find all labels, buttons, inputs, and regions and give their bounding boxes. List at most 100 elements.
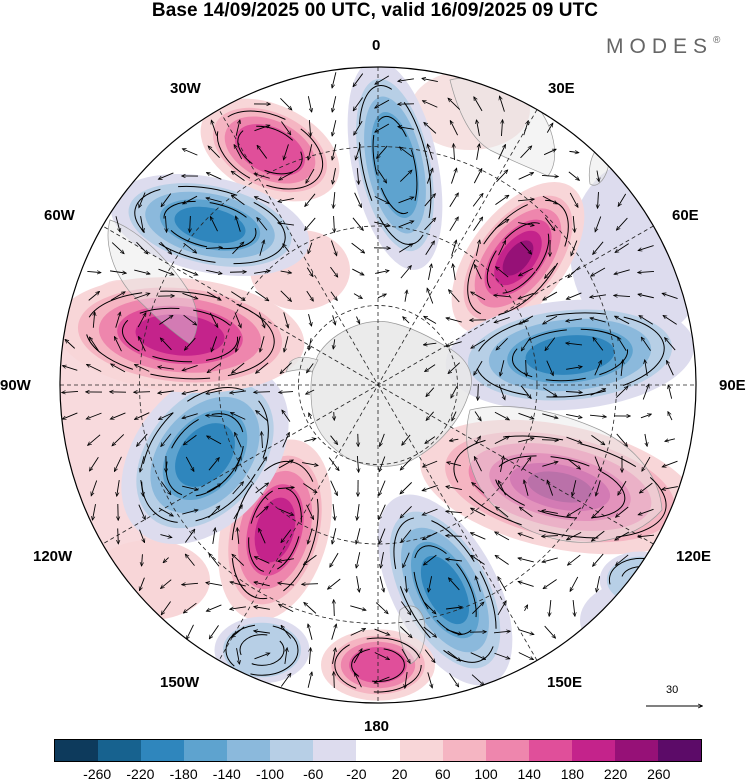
wind-vector (589, 415, 606, 417)
wind-vector (328, 578, 341, 589)
wind-vector (183, 149, 198, 156)
wind-vector (379, 528, 386, 544)
map-boundary (59, 66, 697, 704)
wind-vector (302, 462, 318, 466)
wind-vector (309, 648, 310, 665)
wind-vector (255, 291, 268, 300)
colorbar-swatch (356, 740, 400, 761)
wind-vector (425, 241, 435, 255)
wind-vector (476, 144, 480, 160)
wind-vector (308, 144, 313, 160)
streamline (231, 460, 319, 600)
wind-vector (452, 411, 457, 421)
wind-vector (159, 412, 174, 420)
wind-vector (307, 96, 311, 112)
wind-vector (473, 217, 483, 231)
wind-vector (137, 433, 148, 446)
wind-vector (356, 552, 361, 568)
wind-vector (207, 363, 221, 372)
antarctica (310, 321, 472, 467)
wind-vector (255, 507, 268, 518)
wind-vector (352, 268, 363, 275)
wind-vector (597, 170, 599, 182)
wind-vector (544, 625, 556, 638)
wind-vector (304, 603, 317, 614)
wind-vector (142, 554, 143, 566)
wind-vector (206, 389, 222, 393)
wind-vector (615, 386, 628, 398)
wind-vector (377, 294, 386, 299)
streamline (85, 290, 275, 380)
wind-vector (498, 577, 507, 592)
wind-vector (118, 528, 119, 543)
colorbar-tick-label: -100 (255, 766, 285, 782)
wind-vector (525, 605, 528, 612)
wind-vector (281, 529, 292, 543)
wind-vector (662, 293, 678, 299)
wind-vector (451, 240, 457, 256)
wind-vector (446, 318, 462, 323)
wind-vector (374, 221, 390, 226)
wind-vector (257, 146, 268, 159)
wind-vector (598, 191, 599, 208)
wind-vector (401, 529, 412, 543)
wind-vector (184, 602, 197, 613)
wind-vector (303, 483, 316, 493)
wind-vector (591, 267, 606, 276)
wind-vector (399, 626, 412, 637)
wind-vector (279, 604, 294, 613)
wind-vector (518, 292, 534, 298)
wind-vector (330, 240, 336, 256)
wind-vector (402, 434, 411, 445)
wind-vector (357, 167, 358, 184)
wind-vector (568, 171, 579, 180)
wind-vector (471, 339, 486, 348)
wind-vector (399, 170, 411, 182)
wind-vector (115, 337, 122, 352)
wind-vector (281, 121, 290, 134)
wind-vector (471, 533, 486, 540)
wind-vector (90, 457, 99, 470)
wind-vector (545, 265, 556, 278)
wind-vector (495, 532, 510, 541)
wind-vector (663, 460, 678, 467)
wind-vector (424, 218, 436, 231)
wind-vector (374, 196, 389, 203)
wind-vector (474, 457, 482, 472)
wind-vector (446, 486, 462, 490)
anomaly-contour (175, 423, 235, 487)
wind-vector (542, 413, 557, 418)
wind-vector (205, 247, 222, 248)
wind-vector (111, 242, 124, 254)
wind-vector (280, 362, 292, 374)
colorbar-tick-label: 180 (560, 766, 585, 782)
wind-vector (379, 504, 386, 520)
wind-vector (423, 626, 436, 637)
wind-vector (309, 119, 310, 136)
wind-vector (207, 436, 222, 445)
wind-vector (161, 579, 172, 589)
wind-vector (571, 240, 578, 256)
wind-vector (254, 174, 270, 179)
streamline (248, 487, 302, 573)
lon-label-120e: 120E (676, 548, 712, 565)
wind-vector (541, 440, 558, 441)
wind-vector (400, 601, 410, 614)
wind-vector (375, 602, 388, 614)
wind-vector (424, 554, 437, 565)
streamline (393, 517, 497, 663)
wind-vectors (62, 72, 678, 688)
colorbar-swatch (184, 740, 228, 761)
wind-vector (254, 582, 270, 587)
wind-vector (495, 195, 508, 205)
wind-vector (256, 362, 269, 373)
wind-vector (254, 271, 270, 274)
wind-vector (232, 482, 244, 495)
wind-vector (593, 338, 604, 351)
wind-vector (158, 507, 173, 516)
wind-vector (334, 600, 335, 617)
wind-vector (520, 507, 533, 518)
streamline (453, 435, 667, 539)
wind-vector (353, 649, 362, 664)
colorbar-tick-label: 140 (517, 766, 541, 782)
